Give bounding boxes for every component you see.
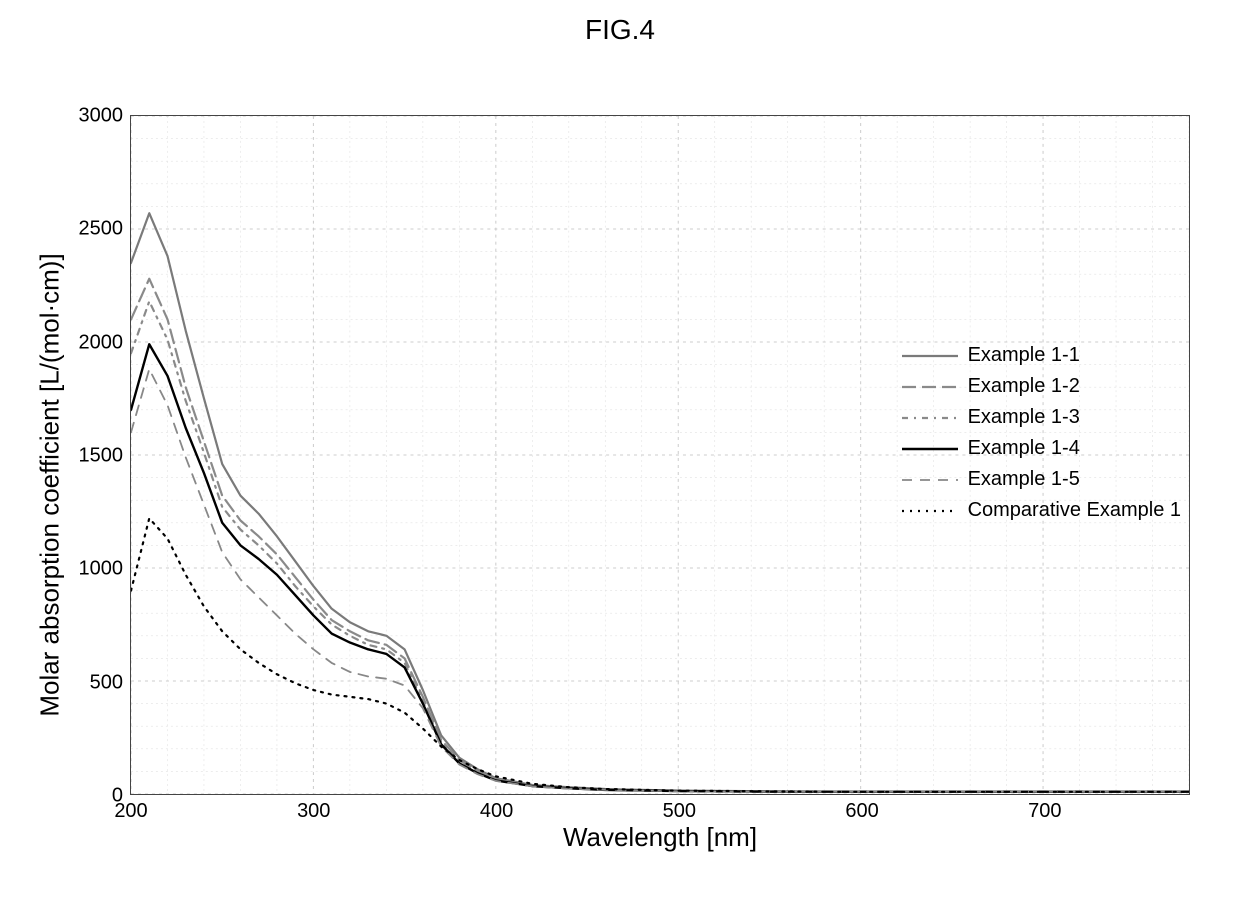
legend-item: Example 1-5 xyxy=(902,468,1181,491)
legend-swatch xyxy=(902,501,958,521)
figure-title: FIG.4 xyxy=(0,14,1240,46)
legend-label: Example 1-2 xyxy=(968,375,1080,398)
plot-area: Example 1-1 Example 1-2 Example 1-3 Example… xyxy=(130,115,1190,795)
y-tick-label: 2000 xyxy=(79,331,124,354)
legend-item: Example 1-4 xyxy=(902,437,1181,460)
legend-swatch xyxy=(902,346,958,366)
page: FIG.4 Molar absorption coefficient [L/(m… xyxy=(0,0,1240,907)
y-axis-label: Molar absorption coefficient [L/(mol·cm)… xyxy=(35,253,66,716)
x-tick-label: 700 xyxy=(1028,800,1061,823)
y-tick-label: 1500 xyxy=(79,445,124,468)
y-tick-label: 0 xyxy=(112,785,123,808)
legend-swatch xyxy=(902,377,958,397)
x-tick-label: 300 xyxy=(297,800,330,823)
series-line xyxy=(131,518,1189,791)
legend-item: Example 1-1 xyxy=(902,344,1181,367)
legend-swatch xyxy=(902,470,958,490)
legend-label: Example 1-5 xyxy=(968,468,1080,491)
legend-swatch xyxy=(902,439,958,459)
legend-item: Comparative Example 1 xyxy=(902,499,1181,522)
x-tick-label: 500 xyxy=(663,800,696,823)
legend-label: Comparative Example 1 xyxy=(968,499,1181,522)
legend-label: Example 1-1 xyxy=(968,344,1080,367)
legend-label: Example 1-4 xyxy=(968,437,1080,460)
y-tick-label: 1000 xyxy=(79,558,124,581)
legend-item: Example 1-2 xyxy=(902,375,1181,398)
y-tick-label: 3000 xyxy=(79,105,124,128)
legend-label: Example 1-3 xyxy=(968,406,1080,429)
x-tick-label: 600 xyxy=(845,800,878,823)
x-tick-label: 400 xyxy=(480,800,513,823)
legend-item: Example 1-3 xyxy=(902,406,1181,429)
chart-container: Molar absorption coefficient [L/(mol·cm)… xyxy=(60,115,1190,855)
legend: Example 1-1 Example 1-2 Example 1-3 Example… xyxy=(902,336,1181,530)
y-tick-label: 500 xyxy=(90,671,123,694)
legend-swatch xyxy=(902,408,958,428)
x-axis-label: Wavelength [nm] xyxy=(563,822,757,853)
y-tick-label: 2500 xyxy=(79,218,124,241)
